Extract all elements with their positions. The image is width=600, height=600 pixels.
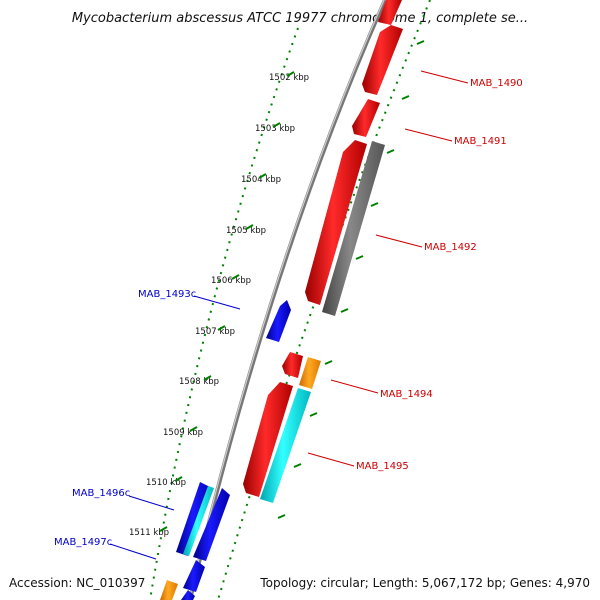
tick-1506: 1506 kbp: [211, 274, 251, 286]
gene-label-mab-1490[interactable]: MAB_1490: [420, 70, 523, 89]
gene-label-mab-1491[interactable]: MAB_1491: [404, 128, 507, 147]
genome-summary-text: Topology: circular; Length: 5,067,172 bp…: [259, 576, 590, 590]
gene-label-mab-1495[interactable]: MAB_1495: [307, 452, 409, 472]
accession-text: Accession: NC_010397: [9, 576, 145, 590]
gene-label-mab-1496c[interactable]: MAB_1496c: [72, 488, 175, 511]
cds-mab-1493c[interactable]: [266, 300, 291, 342]
svg-text:1511 kbp: 1511 kbp: [129, 528, 169, 538]
cds-mab-1496c-cyan[interactable]: [183, 486, 214, 556]
tick-1510: 1510 kbp: [146, 476, 186, 488]
tick-1509: 1509 kbp: [163, 426, 203, 438]
outer-ruler: [217, 0, 431, 600]
cds-mab-1491[interactable]: [352, 99, 380, 137]
cds-mab-1490b[interactable]: [378, 0, 402, 25]
svg-text:1509 kbp: 1509 kbp: [163, 428, 203, 438]
tick-1503: 1503 kbp: [255, 122, 295, 134]
svg-text:1504 kbp: 1504 kbp: [241, 175, 281, 185]
svg-text:1503 kbp: 1503 kbp: [255, 124, 295, 134]
feature-cyan[interactable]: [260, 388, 311, 503]
gene-label-mab-1494[interactable]: MAB_1494: [330, 379, 433, 400]
outer-ruler-ticks: [277, 40, 425, 519]
svg-text:MAB_1495: MAB_1495: [356, 461, 409, 472]
cds-mab-1497c[interactable]: [193, 488, 230, 561]
backbone: [188, 0, 387, 600]
feature-orange-bottom[interactable]: [160, 580, 178, 600]
map-title: Mycobacterium abscessus ATCC 19977 chrom…: [72, 11, 528, 26]
svg-text:MAB_1491: MAB_1491: [454, 136, 507, 147]
svg-text:1502 kbp: 1502 kbp: [269, 73, 309, 83]
cds-mab-1492[interactable]: [305, 140, 367, 305]
svg-text:MAB_1493c: MAB_1493c: [138, 289, 196, 300]
backbone-highlight: [188, 0, 385, 600]
cds-blue-bottom-2[interactable]: [181, 590, 195, 600]
svg-text:1507 kbp: 1507 kbp: [195, 327, 235, 337]
tick-1508: 1508 kbp: [179, 375, 219, 387]
svg-text:MAB_1494: MAB_1494: [380, 389, 433, 400]
tick-1511: 1511 kbp: [129, 526, 169, 538]
cds-mab-1495-red[interactable]: [243, 382, 293, 497]
feature-grey[interactable]: [322, 141, 385, 316]
gene-label-mab-1493c[interactable]: MAB_1493c: [138, 289, 241, 310]
svg-text:MAB_1497c: MAB_1497c: [54, 537, 112, 548]
inner-ruler: [149, 27, 299, 600]
tick-1504: 1504 kbp: [241, 173, 281, 185]
svg-text:1510 kbp: 1510 kbp: [146, 478, 186, 488]
gene-label-mab-1492[interactable]: MAB_1492: [375, 234, 477, 253]
cds-mab-1494[interactable]: [282, 352, 303, 378]
svg-text:MAB_1490: MAB_1490: [470, 78, 523, 89]
feature-orange[interactable]: [299, 357, 321, 389]
svg-text:1505 kbp: 1505 kbp: [226, 226, 266, 236]
svg-text:1508 kbp: 1508 kbp: [179, 377, 219, 387]
svg-text:MAB_1492: MAB_1492: [424, 242, 477, 253]
cds-blue-bottom-1[interactable]: [183, 560, 205, 592]
tick-1507: 1507 kbp: [195, 325, 235, 337]
gene-label-mab-1497c[interactable]: MAB_1497c: [54, 537, 157, 560]
svg-text:1506 kbp: 1506 kbp: [211, 276, 251, 286]
cds-mab-1490[interactable]: [362, 25, 403, 95]
tick-1505: 1505 kbp: [226, 224, 266, 236]
tick-1502: 1502 kbp: [269, 71, 309, 83]
svg-text:MAB_1496c: MAB_1496c: [72, 488, 130, 499]
